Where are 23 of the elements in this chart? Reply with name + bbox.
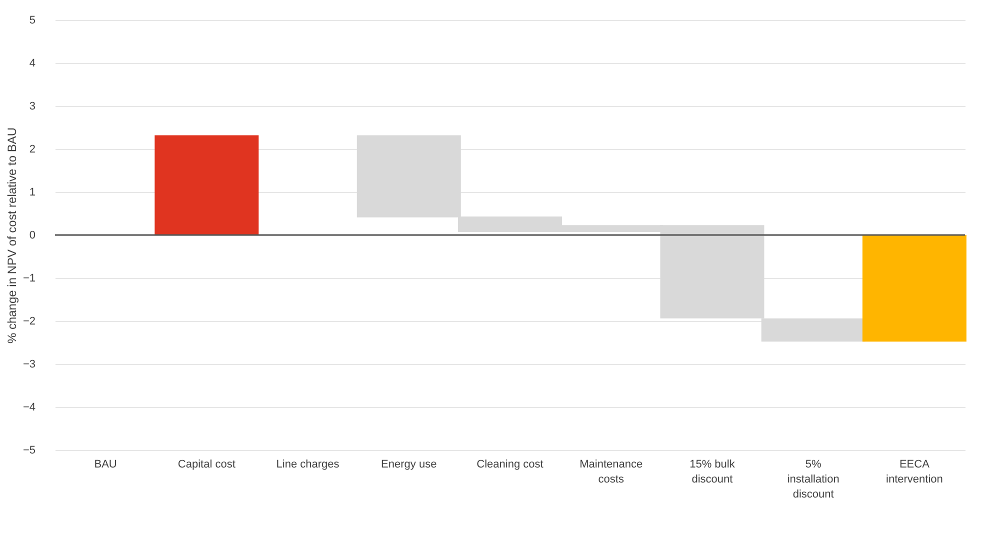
- x-tick-label: EECA intervention: [886, 458, 943, 486]
- y-tick-label: 4: [29, 58, 36, 70]
- x-tick-label: Line charges: [276, 458, 340, 470]
- y-axis-title: % change in NPV of cost relative to BAU: [4, 127, 19, 344]
- x-tick-label: Maintenance costs: [580, 458, 643, 486]
- bar: [154, 135, 259, 235]
- y-tick-label: −2: [22, 316, 36, 328]
- x-tick-label: Capital cost: [178, 458, 236, 470]
- x-tick-label: BAU: [94, 458, 117, 470]
- y-tick-label: 0: [29, 230, 36, 242]
- y-tick-label: −3: [22, 358, 36, 370]
- y-tick-label: 5: [29, 14, 36, 26]
- x-tick-label: Energy use: [381, 458, 437, 470]
- y-tick-label: −1: [22, 272, 36, 284]
- y-tick-label: 3: [29, 100, 36, 112]
- x-tick-label: 15% bulk discount: [690, 458, 736, 486]
- y-tick-label: 1: [29, 186, 36, 198]
- x-tick-label: 5% installation discount: [787, 458, 840, 500]
- y-tick-label: −5: [22, 444, 36, 456]
- x-tick-label: Cleaning cost: [476, 458, 544, 470]
- bar: [862, 235, 966, 342]
- y-tick-label: −4: [22, 402, 36, 414]
- y-tick-label: 2: [29, 144, 36, 156]
